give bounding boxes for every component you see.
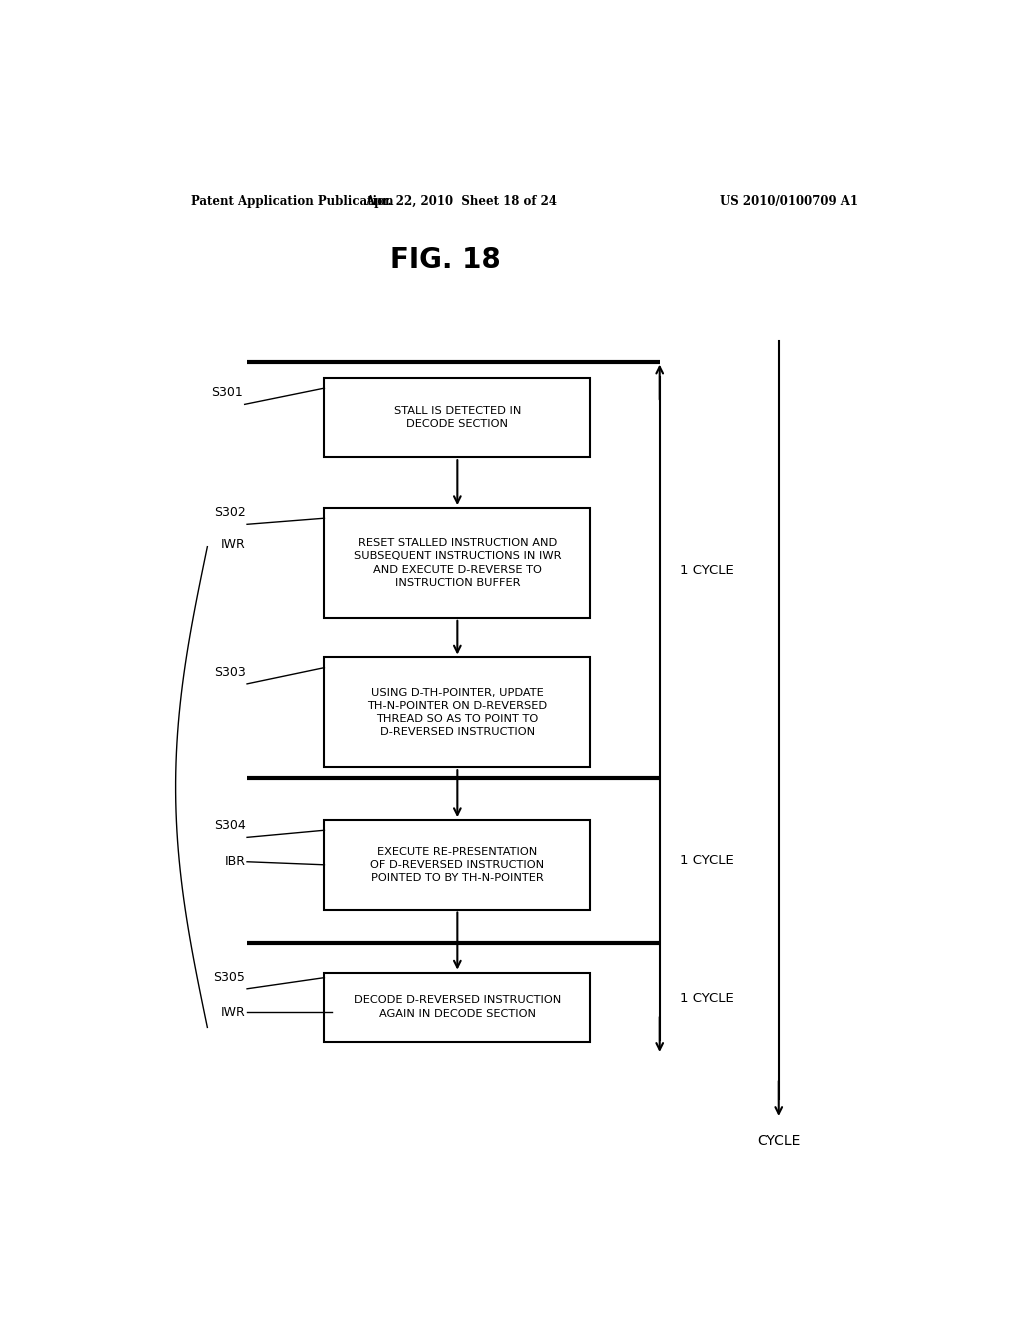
Text: IWR: IWR — [221, 1006, 246, 1019]
Text: Apr. 22, 2010  Sheet 18 of 24: Apr. 22, 2010 Sheet 18 of 24 — [366, 194, 557, 207]
Text: S305: S305 — [214, 970, 246, 983]
Bar — [325, 973, 590, 1041]
Bar — [325, 657, 590, 767]
Text: IWR: IWR — [221, 539, 246, 552]
Text: USING D-TH-POINTER, UPDATE
TH-N-POINTER ON D-REVERSED
THREAD SO AS TO POINT TO
D: USING D-TH-POINTER, UPDATE TH-N-POINTER … — [368, 688, 548, 737]
Bar — [325, 820, 590, 909]
Text: S302: S302 — [214, 507, 246, 519]
Text: S301: S301 — [211, 387, 243, 399]
Text: 1 CYCLE: 1 CYCLE — [680, 993, 733, 1006]
Text: Patent Application Publication: Patent Application Publication — [191, 194, 394, 207]
Text: 1 CYCLE: 1 CYCLE — [680, 564, 733, 577]
Text: IBR: IBR — [224, 855, 246, 869]
Text: EXECUTE RE-PRESENTATION
OF D-REVERSED INSTRUCTION
POINTED TO BY TH-N-POINTER: EXECUTE RE-PRESENTATION OF D-REVERSED IN… — [371, 846, 545, 883]
Bar — [325, 508, 590, 618]
Text: S303: S303 — [214, 665, 246, 678]
Text: STALL IS DETECTED IN
DECODE SECTION: STALL IS DETECTED IN DECODE SECTION — [393, 407, 521, 429]
Text: FIG. 18: FIG. 18 — [390, 246, 501, 275]
Text: RESET STALLED INSTRUCTION AND
SUBSEQUENT INSTRUCTIONS IN IWR
AND EXECUTE D-REVER: RESET STALLED INSTRUCTION AND SUBSEQUENT… — [353, 539, 561, 587]
Text: DECODE D-REVERSED INSTRUCTION
AGAIN IN DECODE SECTION: DECODE D-REVERSED INSTRUCTION AGAIN IN D… — [353, 995, 561, 1019]
Text: CYCLE: CYCLE — [757, 1134, 801, 1148]
Text: 1 CYCLE: 1 CYCLE — [680, 854, 733, 867]
Bar — [325, 378, 590, 457]
Text: US 2010/0100709 A1: US 2010/0100709 A1 — [720, 194, 858, 207]
Text: S304: S304 — [214, 820, 246, 833]
